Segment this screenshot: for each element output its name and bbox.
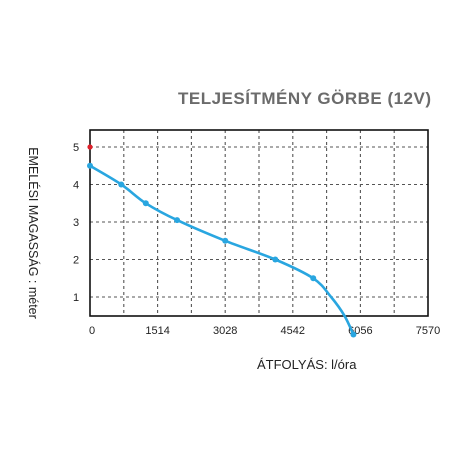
x-tick-label: 1514 [145,325,169,337]
data-point-marker [222,237,229,244]
y-tick-label: 5 [73,142,79,154]
x-axis-label: ÁTFOLYÁS: l/óra [257,357,357,372]
plot-frame [89,129,429,317]
data-point-marker [142,200,149,207]
x-tick-label: 7570 [416,325,440,337]
x-tick-label: 4542 [281,325,305,337]
x-tick-label: 0 [89,325,95,337]
max-head-marker [87,144,93,150]
data-point-marker [87,162,93,169]
data-point-marker [310,275,317,282]
data-point-marker [272,256,279,263]
y-tick-label: 2 [73,255,79,267]
chart-title: TELJESÍTMÉNY GÖRBE (12V) [178,89,432,108]
y-tick-label: 4 [73,180,79,192]
y-tick-label: 1 [73,292,79,304]
data-point-marker [118,181,125,188]
data-point-marker [174,217,181,224]
performance-curve-line [88,164,355,336]
data-point-marker [350,331,357,338]
y-tick-label: 3 [73,217,79,229]
x-tick-label: 3028 [213,325,237,337]
